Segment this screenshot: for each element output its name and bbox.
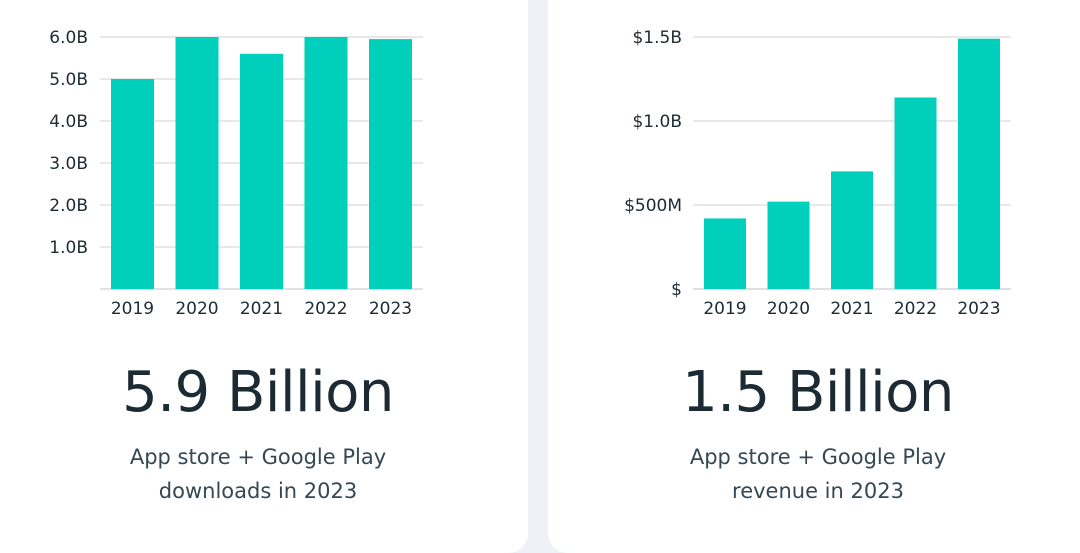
x-tick-label: 2022 [304,299,347,319]
y-tick-label: 4.0B [49,112,88,132]
y-tick-label: $ [671,280,682,300]
bar-2022 [894,97,937,289]
bar-2020 [767,201,810,289]
bar-2023 [958,38,1000,290]
x-tick-label: 2022 [894,299,937,319]
y-tick-label: 1.0B [49,238,88,258]
x-tick-label: 2021 [830,299,873,319]
bar-2019 [111,79,154,289]
downloads-caption: App store + Google Play downloads in 202… [0,440,528,508]
bar-2023 [369,39,412,289]
caption-line: App store + Google Play [129,445,387,469]
downloads-chart: 1.0B 2.0B 3.0B 4.0B 5.0B 6.0B 2019 2020 2021 2022… [49,28,423,319]
revenue-headline: 1.5 Billion [682,360,954,425]
x-tick-label: 2023 [957,299,1000,319]
y-tick-label: 2.0B [49,196,88,216]
bar-2021 [240,53,283,289]
downloads-headline: 5.9 Billion [122,360,394,425]
x-tick-label: 2020 [175,299,218,319]
caption-line: App store + Google Play [689,445,947,469]
y-tick-label: $1.5B [632,28,682,48]
bar-2020 [175,37,219,289]
bar-2021 [831,171,873,289]
x-tick-label: 2019 [703,299,746,319]
revenue-caption: App store + Google Play revenue in 2023 [548,440,1080,508]
y-tick-label: 3.0B [49,154,88,174]
caption-line: revenue in 2023 [732,479,904,503]
x-tick-label: 2021 [240,299,283,319]
bar-2022 [304,37,348,289]
x-tick-label: 2023 [369,299,412,319]
revenue-chart: $ $500M $1.0B $1.5B 2019 2020 2021 2022 2023 [624,28,1011,319]
y-tick-label: 5.0B [49,70,88,90]
bar-2019 [704,218,746,289]
x-tick-label: 2019 [111,299,154,319]
y-tick-label: 6.0B [49,28,88,48]
y-tick-label: $1.0B [632,112,682,132]
caption-line: downloads in 2023 [158,479,358,503]
y-tick-label: $500M [624,196,682,216]
x-tick-label: 2020 [767,299,810,319]
